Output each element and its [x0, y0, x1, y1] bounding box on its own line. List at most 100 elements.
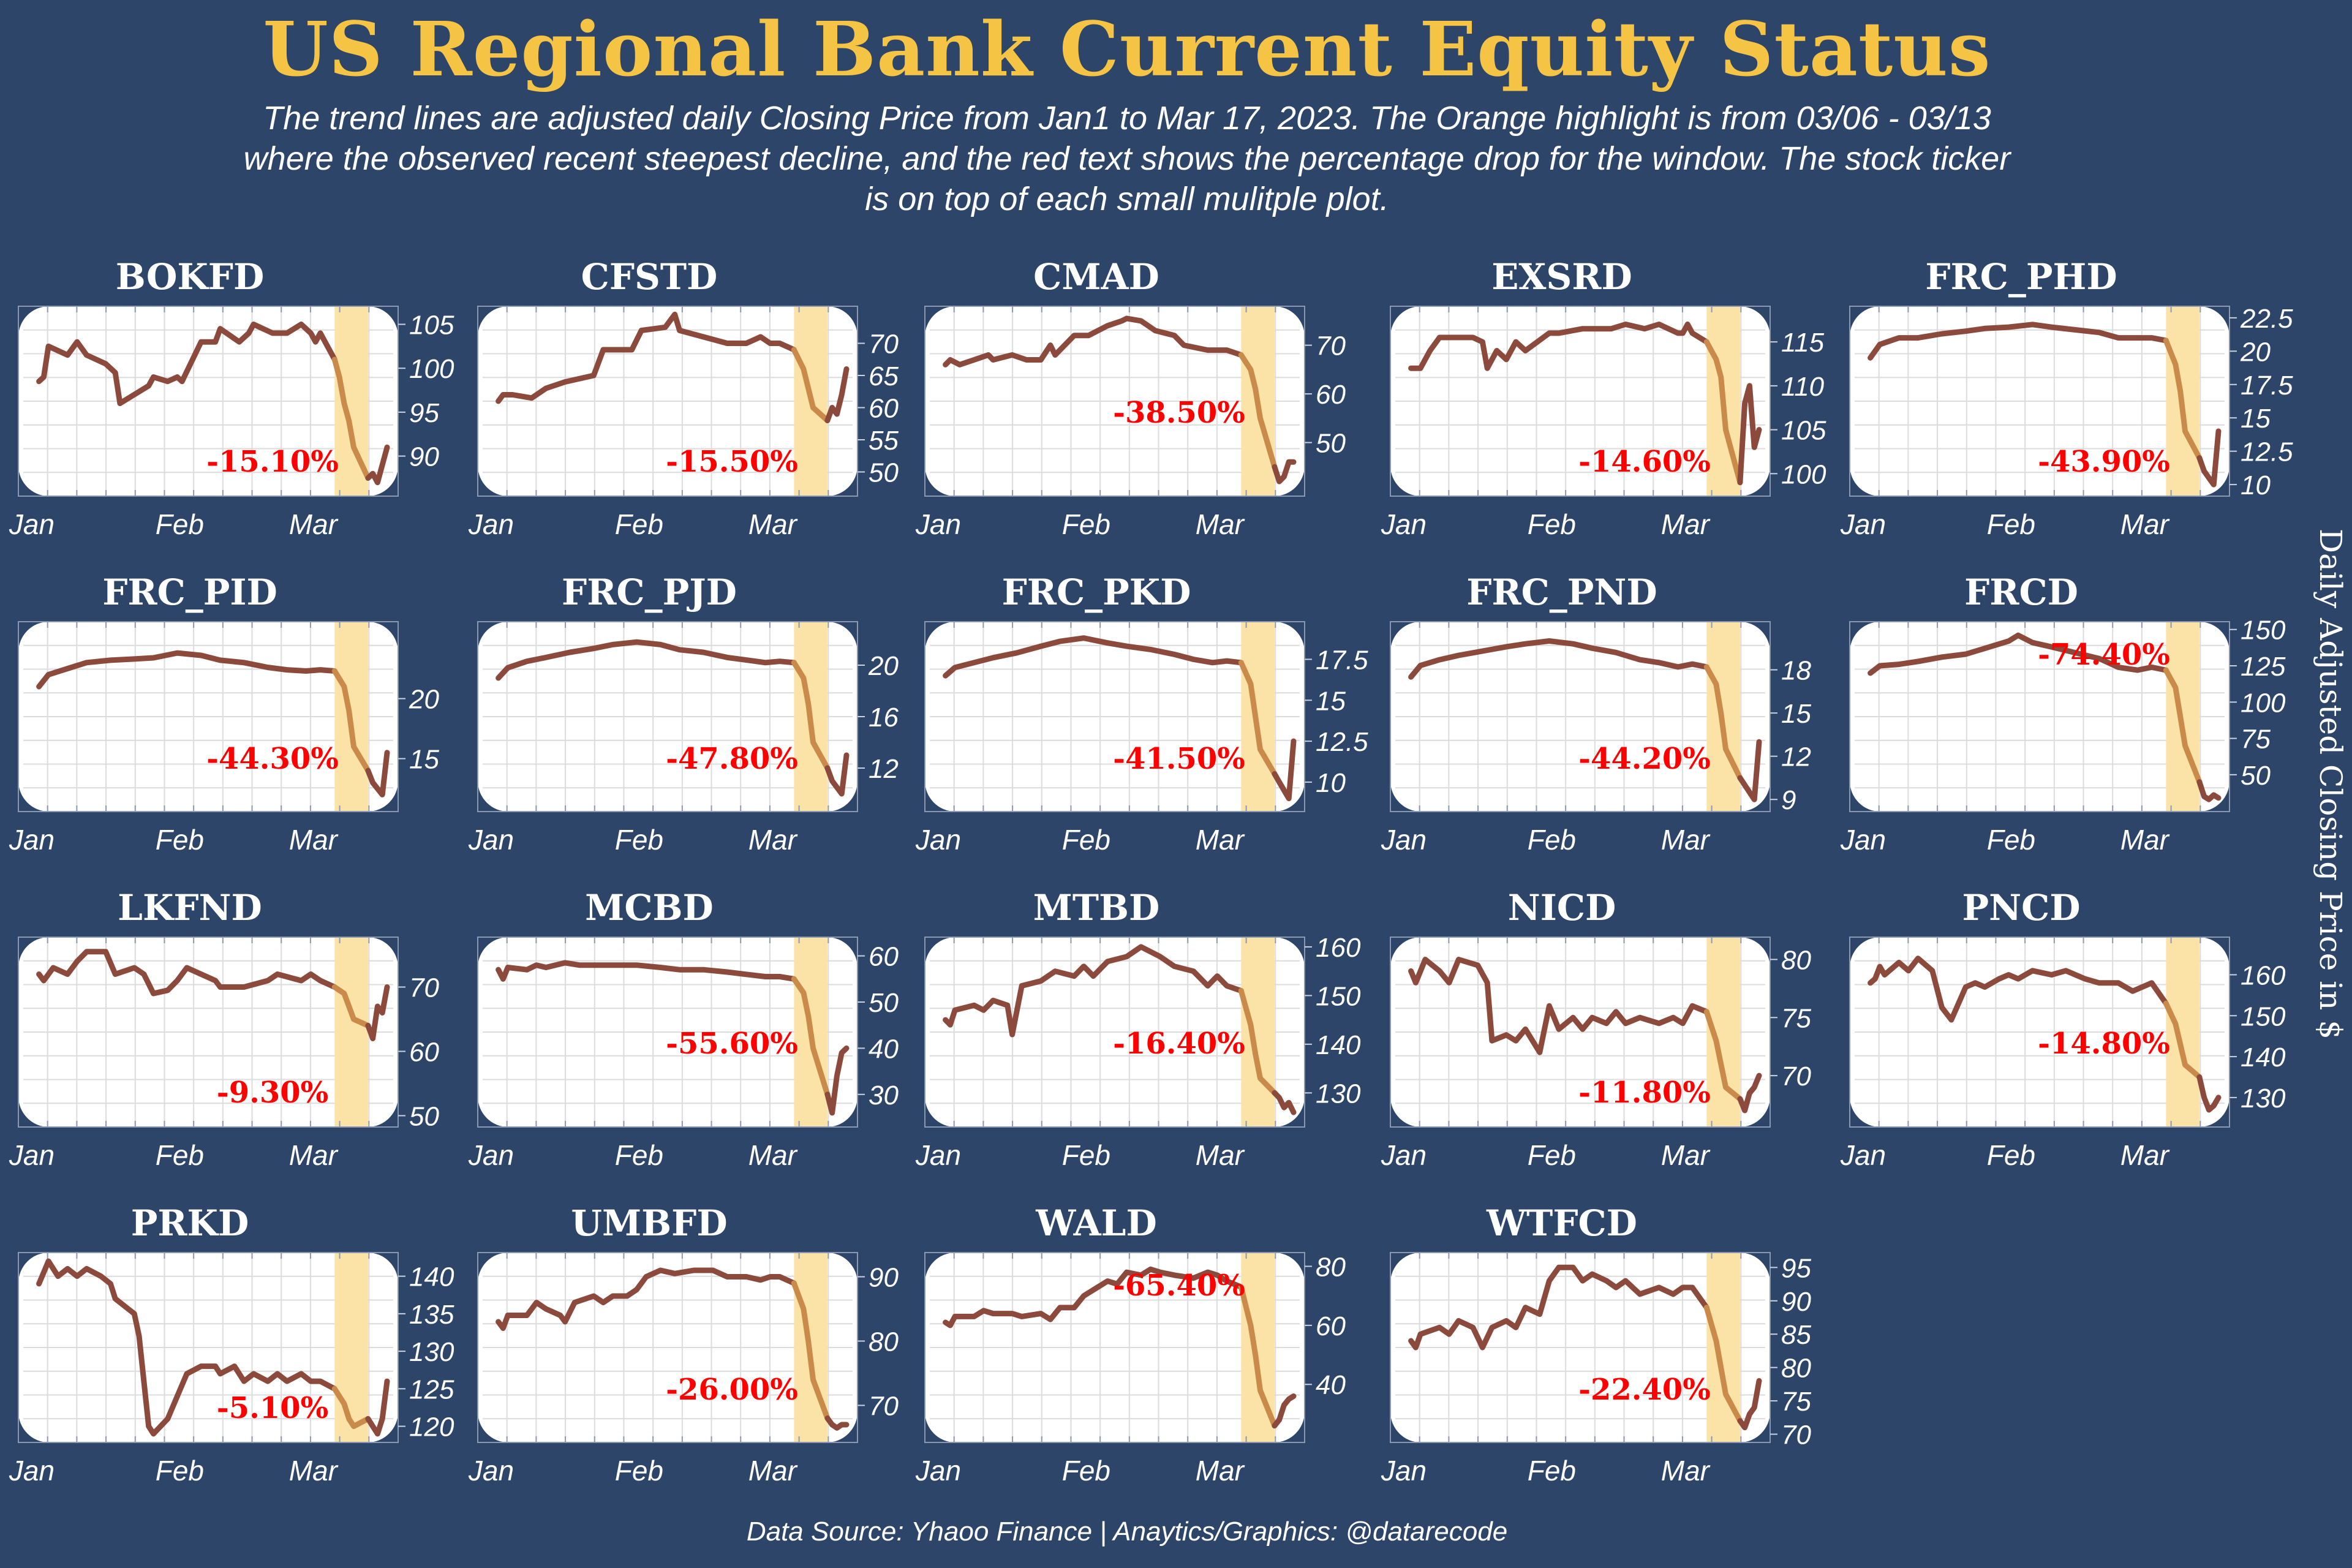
price-line-recent: [1737, 383, 1762, 486]
x-tick-label: Mar: [1661, 508, 1711, 540]
y-tick-label: 120: [409, 1412, 454, 1442]
panel-wald: WALD -65.40% 40 60 80 Jan Feb Mar: [915, 1202, 1346, 1487]
panel-bokfd: BOKFD -15.10% 90 95 100 105 Jan Feb Mar: [9, 256, 454, 540]
y-tick-label: 85: [1781, 1320, 1811, 1350]
x-tick-label: Mar: [2120, 508, 2170, 540]
price-line-recent: [824, 1415, 850, 1431]
frame: [924, 306, 1305, 497]
price-line-recent: [365, 444, 390, 486]
y-tick-label: 110: [1781, 372, 1825, 402]
x-tick-label: Jan: [915, 1455, 961, 1487]
x-tick-label: Feb: [615, 1139, 663, 1171]
panel-pncd: PNCD -14.80% 130 140 150 160 Jan Feb Mar: [1840, 887, 2286, 1171]
price-line-highlight: [331, 356, 371, 481]
drop-label: -15.10%: [206, 445, 339, 479]
drop-label: -15.50%: [666, 445, 798, 479]
panel-cmad: CMAD -38.50% 50 60 70 Jan Feb Mar: [915, 256, 1346, 540]
x-tick-label: Mar: [289, 508, 339, 540]
y-tick-label: 150: [2241, 616, 2286, 646]
y-tick-label: 10: [2241, 470, 2271, 500]
ticker-title: FRC_PID: [102, 571, 277, 613]
panel-frame: [1849, 621, 2230, 812]
x-tick-label: Mar: [289, 1139, 339, 1171]
drop-label: -16.40%: [1113, 1027, 1245, 1061]
gridlines: [1855, 941, 2225, 1123]
frame: [18, 1252, 399, 1443]
y-tick-label: 17.5: [2241, 371, 2293, 401]
y-tick-label: 10: [1316, 768, 1346, 798]
price-line: [1408, 322, 1709, 371]
x-tick-label: Mar: [1661, 1139, 1711, 1171]
x-tick-label: Jan: [1381, 508, 1427, 540]
drop-label: -22.40%: [1578, 1373, 1711, 1407]
x-tick-label: Feb: [1987, 508, 2035, 540]
price-line-highlight: [791, 976, 831, 1098]
x-tick-label: Feb: [1062, 1139, 1110, 1171]
price-line-highlight: [1238, 660, 1278, 777]
price-line: [496, 639, 797, 681]
ticker-title: MCBD: [585, 887, 714, 929]
price-line-recent: [2196, 428, 2222, 488]
price-line: [36, 1258, 337, 1437]
x-tick-label: Jan: [9, 1455, 55, 1487]
price-line-recent: [365, 984, 390, 1041]
drop-label: -41.50%: [1113, 742, 1245, 776]
x-tick-label: Feb: [1062, 824, 1110, 856]
panel-frame: [18, 621, 399, 812]
x-tick-label: Feb: [1987, 824, 2035, 856]
price-line-highlight: [331, 1385, 371, 1430]
y-tick-label: 50: [1316, 429, 1346, 459]
drop-label: -74.40%: [2038, 638, 2170, 672]
y-tick-label: 15: [1781, 699, 1811, 729]
y-tick-label: 17.5: [1316, 645, 1368, 675]
price-line-highlight: [791, 660, 831, 771]
price-line-recent: [824, 1045, 850, 1116]
y-tick-label: 60: [409, 1038, 439, 1068]
y-tick-label: 95: [409, 398, 439, 428]
y-tick-label: 40: [1316, 1370, 1346, 1400]
y-tick-label: 16: [869, 703, 899, 733]
price-line-highlight: [1238, 988, 1278, 1096]
y-tick-label: 15: [2241, 404, 2271, 434]
panel-frame: [477, 1252, 858, 1443]
page-subtitle: The trend lines are adjusted daily Closi…: [153, 98, 2101, 219]
x-tick-label: Mar: [289, 1455, 339, 1487]
y-tick-label: 90: [869, 1263, 899, 1293]
frame: [1390, 1252, 1771, 1443]
x-tick-label: Mar: [1196, 824, 1245, 856]
ticker-title: FRC_PJD: [562, 571, 737, 613]
x-tick-label: Mar: [748, 508, 798, 540]
y-tick-label: 15: [1316, 686, 1346, 716]
frame: [477, 306, 858, 497]
panel-frame: [18, 306, 399, 497]
y-tick-label: 22.5: [2240, 304, 2293, 334]
panel-frc-pid: FRC_PID -44.30% 15 20 Jan Feb Mar: [9, 571, 440, 856]
x-tick-label: Jan: [468, 1139, 514, 1171]
y-tick-label: 130: [409, 1337, 454, 1367]
ticker-title: EXSRD: [1491, 256, 1632, 298]
panel-umbfd: UMBFD -26.00% 70 80 90 Jan Feb Mar: [468, 1202, 899, 1487]
price-line-highlight: [2163, 337, 2203, 461]
price-line: [1408, 957, 1709, 1055]
x-tick-label: Jan: [9, 1139, 55, 1171]
panel-frcd: FRCD -74.40% 50 75 100 125 150 Jan Feb Mar: [1840, 571, 2286, 856]
footer-source: Data Source: Yhaoo Finance | Anaytics/Gr…: [746, 1517, 1508, 1547]
panel-nicd: NICD -11.80% 70 75 80 Jan Feb Mar: [1381, 887, 1812, 1171]
price-line: [1868, 322, 2169, 361]
highlight-band: [2166, 937, 2199, 1127]
frame: [477, 937, 858, 1128]
x-tick-label: Feb: [615, 1455, 663, 1487]
price-line-recent: [1272, 738, 1297, 802]
x-tick-label: Jan: [915, 1139, 961, 1171]
y-tick-label: 150: [2241, 1001, 2286, 1031]
drop-label: -47.80%: [666, 742, 798, 776]
x-tick-label: Jan: [468, 508, 514, 540]
ticker-title: FRC_PHD: [1925, 256, 2117, 298]
gridlines: [1395, 941, 1765, 1123]
x-tick-label: Mar: [1196, 1139, 1245, 1171]
price-line-highlight: [1703, 1009, 1743, 1102]
panel-frame: [924, 306, 1305, 497]
